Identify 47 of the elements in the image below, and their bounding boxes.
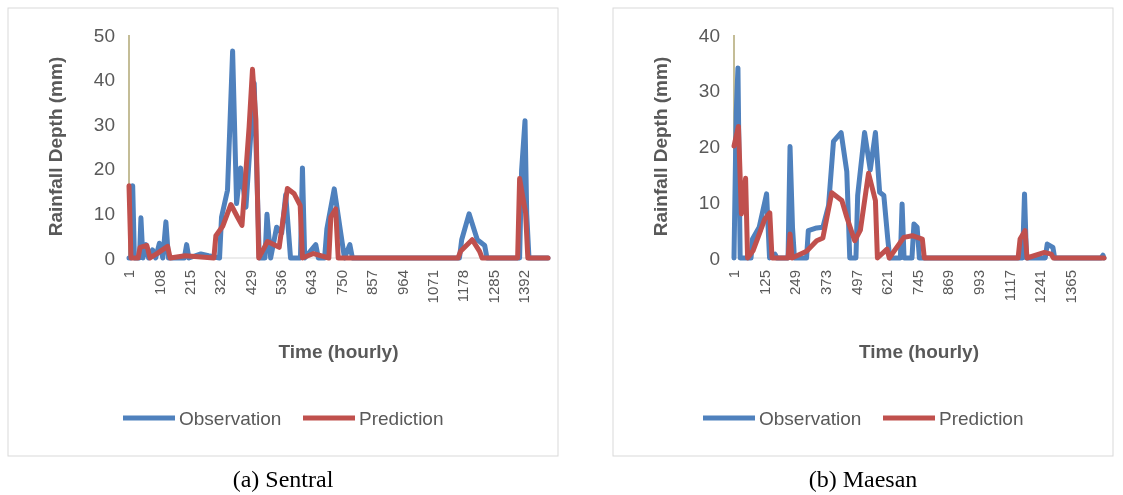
y-tick-label: 30 [93, 113, 115, 135]
y-tick-label: 40 [93, 69, 115, 91]
x-tick-label: 993 [970, 270, 988, 296]
y-tick-label: 0 [104, 247, 115, 269]
y-tick-label: 0 [709, 247, 720, 269]
y-tick-label: 10 [93, 203, 115, 225]
x-tick-label: 536 [272, 270, 290, 296]
x-tick-label: 869 [939, 270, 957, 296]
y-tick-label: 30 [698, 80, 720, 102]
legend-label: Prediction [359, 407, 444, 429]
x-tick-label: 1241 [1031, 270, 1049, 304]
x-tick-label: 1178 [454, 270, 472, 303]
x-tick-label: 745 [908, 270, 926, 296]
x-tick-label: 108 [150, 270, 168, 296]
x-tick-label: 1365 [1061, 270, 1079, 304]
x-tick-label: 1117 [1000, 270, 1018, 302]
y-tick-label: 20 [93, 158, 115, 180]
x-tick-label: 373 [817, 270, 835, 296]
x-tick-label: 125 [755, 270, 773, 296]
x-tick-label: 964 [393, 270, 411, 296]
x-tick-label: 215 [181, 270, 198, 296]
x-tick-label: 1 [120, 270, 138, 279]
y-axis-title: Rainfall Depth (mm) [650, 56, 671, 237]
y-axis-title: Rainfall Depth (mm) [45, 56, 66, 237]
y-tick-label: 40 [698, 24, 720, 46]
legend-label: Observation [759, 407, 862, 429]
x-tick-label: 497 [847, 270, 865, 296]
x-tick-label: 322 [211, 270, 229, 296]
x-tick-label: 750 [332, 270, 350, 296]
x-axis-title: Time (hourly) [859, 341, 979, 362]
x-tick-label: 643 [302, 270, 320, 296]
x-tick-label: 249 [786, 270, 804, 296]
x-tick-label: 429 [241, 270, 259, 296]
y-tick-label: 50 [93, 24, 115, 46]
legend-label: Prediction [939, 407, 1024, 429]
y-tick-label: 20 [698, 136, 720, 158]
x-tick-label: 1 [725, 270, 743, 279]
x-tick-label: 1071 [424, 270, 441, 304]
x-tick-label: 621 [878, 270, 896, 296]
text: (a) Sentral [232, 466, 334, 492]
y-tick-label: 10 [698, 191, 720, 213]
x-tick-label: 1392 [515, 270, 533, 304]
x-tick-label: 857 [363, 270, 381, 296]
legend-label: Observation [179, 407, 282, 429]
x-tick-label: 1285 [484, 270, 502, 304]
text: (b) Maesan [808, 466, 918, 492]
x-axis-title: Time (hourly) [278, 341, 399, 362]
